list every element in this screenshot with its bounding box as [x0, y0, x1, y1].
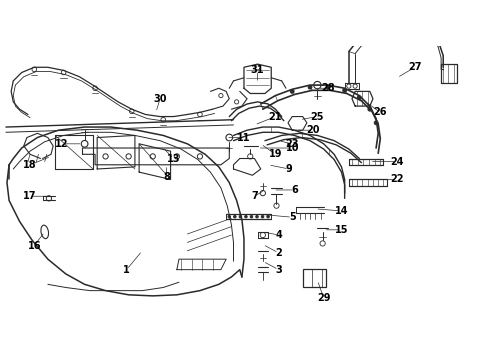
Text: 30: 30	[153, 94, 166, 104]
Text: 10: 10	[285, 143, 298, 153]
Circle shape	[244, 215, 246, 218]
Text: 21: 21	[268, 112, 282, 122]
Circle shape	[239, 215, 241, 218]
Text: 8: 8	[163, 172, 169, 183]
Text: 31: 31	[250, 66, 264, 75]
Text: 18: 18	[23, 160, 37, 170]
Text: 5: 5	[288, 212, 295, 222]
Text: 3: 3	[275, 265, 282, 275]
Circle shape	[255, 215, 258, 218]
Text: 25: 25	[310, 112, 324, 122]
Text: 11: 11	[237, 132, 250, 143]
Circle shape	[373, 121, 377, 125]
Text: 7: 7	[250, 191, 257, 201]
Text: 19: 19	[268, 149, 282, 159]
Text: 1: 1	[123, 265, 130, 275]
Circle shape	[233, 215, 236, 218]
Text: 27: 27	[407, 62, 421, 72]
Text: 12: 12	[55, 139, 68, 149]
Text: 4: 4	[275, 230, 282, 240]
Text: 23: 23	[285, 139, 298, 149]
Text: 2: 2	[275, 248, 282, 258]
Text: 28: 28	[321, 83, 334, 93]
Text: 14: 14	[334, 206, 347, 216]
Text: 17: 17	[23, 191, 37, 201]
Circle shape	[250, 215, 252, 218]
Circle shape	[266, 215, 269, 218]
Text: 20: 20	[306, 125, 319, 135]
Text: 15: 15	[334, 225, 347, 235]
Text: 9: 9	[285, 164, 292, 174]
Circle shape	[290, 90, 293, 93]
Text: 22: 22	[389, 175, 403, 184]
Text: 24: 24	[389, 157, 403, 167]
Circle shape	[357, 96, 361, 100]
Text: 26: 26	[373, 107, 386, 117]
Text: 6: 6	[290, 185, 297, 195]
Circle shape	[261, 215, 263, 218]
Text: 13: 13	[166, 153, 180, 163]
Text: 29: 29	[316, 293, 330, 303]
Circle shape	[367, 107, 371, 111]
Circle shape	[227, 215, 230, 218]
Circle shape	[307, 85, 311, 89]
Circle shape	[342, 89, 346, 92]
Text: 16: 16	[27, 240, 41, 251]
Circle shape	[325, 85, 329, 89]
